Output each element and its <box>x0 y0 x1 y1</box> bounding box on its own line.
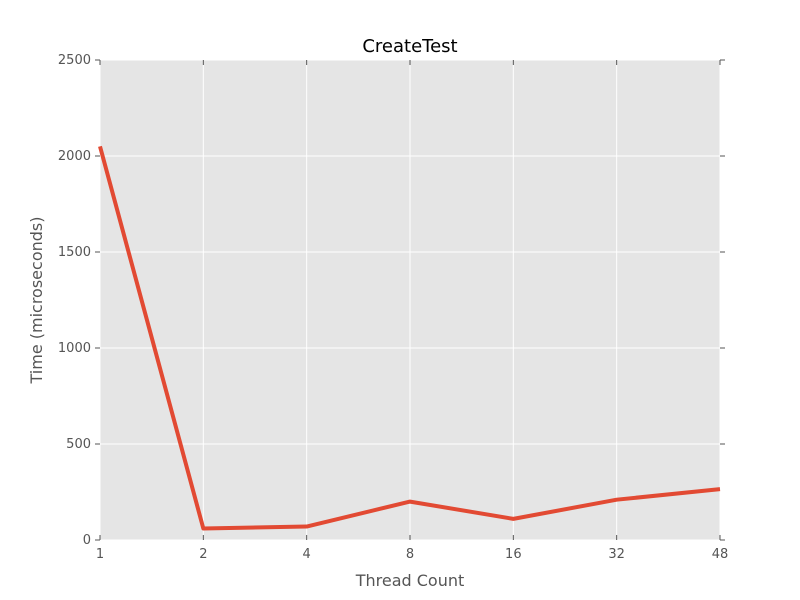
x-tick-label: 16 <box>505 547 522 562</box>
y-tick-label: 0 <box>83 533 91 548</box>
x-tick-label: 8 <box>406 547 414 562</box>
axis-ticks <box>95 59 725 541</box>
chart-title: CreateTest <box>362 36 457 57</box>
y-axis-label: Time (microseconds) <box>27 217 46 385</box>
y-tick-label: 500 <box>66 437 91 452</box>
series-line <box>98 145 721 531</box>
y-tick-label: 1500 <box>58 245 91 260</box>
x-tick-label: 32 <box>608 547 625 562</box>
x-tick-label: 48 <box>712 547 729 562</box>
x-axis-label: Thread Count <box>355 571 465 590</box>
x-tick-label: 2 <box>199 547 207 562</box>
y-tick-label: 2000 <box>58 149 91 164</box>
data-series <box>98 145 721 531</box>
y-tick-labels: 0 500 1000 1500 2000 2500 <box>58 53 91 548</box>
x-tick-labels: 1 2 4 8 16 32 48 <box>96 547 728 562</box>
x-tick-label: 4 <box>303 547 311 562</box>
x-tick-label: 1 <box>96 547 104 562</box>
y-tick-label: 1000 <box>58 341 91 356</box>
y-tick-label: 2500 <box>58 53 91 68</box>
